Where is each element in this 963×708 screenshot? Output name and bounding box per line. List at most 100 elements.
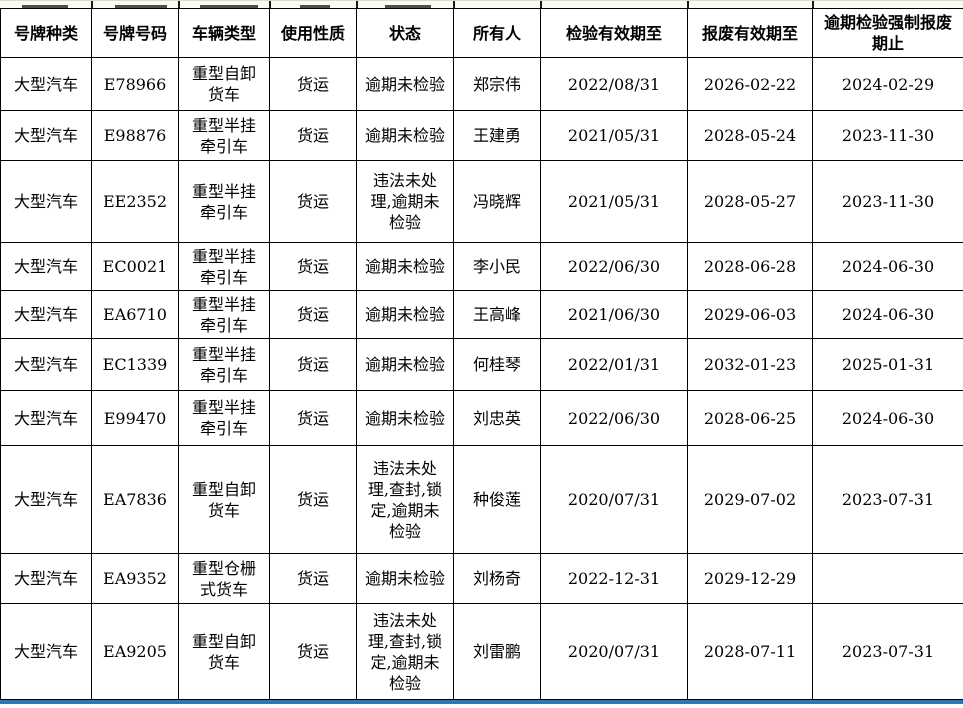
table-cell[interactable]: 大型汽车 <box>0 445 92 554</box>
table-cell[interactable]: 重型半挂牵引车 <box>178 290 270 339</box>
table-cell[interactable]: 货运 <box>269 445 357 554</box>
table-cell[interactable]: 大型汽车 <box>0 390 92 446</box>
table-cell[interactable]: EA9352 <box>91 553 179 604</box>
table-cell[interactable]: 逾期未检验 <box>356 242 454 291</box>
table-cell[interactable] <box>812 553 963 604</box>
table-cell[interactable]: 重型半挂牵引车 <box>178 390 270 446</box>
column-header[interactable]: 检验有效期至 <box>540 8 688 58</box>
table-cell[interactable]: E99470 <box>91 390 179 446</box>
cropped-row-strip <box>0 0 963 8</box>
table-cell[interactable]: 货运 <box>269 390 357 446</box>
column-header[interactable]: 状态 <box>356 8 454 58</box>
table-cell[interactable]: 2028-06-28 <box>687 242 813 291</box>
table-cell[interactable]: 2028-06-25 <box>687 390 813 446</box>
table-cell[interactable]: 重型自卸货车 <box>178 57 270 111</box>
table-cell[interactable]: 2023-11-30 <box>812 160 963 243</box>
table-cell[interactable]: 大型汽车 <box>0 290 92 339</box>
table-cell[interactable]: 2032-01-23 <box>687 338 813 391</box>
table-cell[interactable]: EA9205 <box>91 603 179 700</box>
table-cell[interactable]: 货运 <box>269 290 357 339</box>
table-cell[interactable]: 重型仓栅式货车 <box>178 553 270 604</box>
table-cell[interactable]: 刘忠英 <box>453 390 541 446</box>
table-cell[interactable]: 2024-02-29 <box>812 57 963 111</box>
table-cell[interactable]: 货运 <box>269 57 357 111</box>
column-header[interactable]: 号牌种类 <box>0 8 92 58</box>
table-cell[interactable]: 王建勇 <box>453 110 541 161</box>
table-cell[interactable]: 2021/05/31 <box>540 110 688 161</box>
table-cell[interactable]: 重型自卸货车 <box>178 445 270 554</box>
table-cell[interactable]: 货运 <box>269 160 357 243</box>
table-cell[interactable]: 违法未处理,查封,锁定,逾期未检验 <box>356 603 454 700</box>
table-cell[interactable]: 货运 <box>269 553 357 604</box>
table-cell[interactable]: 2021/05/31 <box>540 160 688 243</box>
table-cell[interactable]: 郑宗伟 <box>453 57 541 111</box>
table-cell[interactable]: 2023-11-30 <box>812 110 963 161</box>
table-cell[interactable]: 货运 <box>269 338 357 391</box>
table-cell[interactable]: 2028-05-27 <box>687 160 813 243</box>
table-cell[interactable]: 大型汽车 <box>0 160 92 243</box>
table-cell[interactable]: 货运 <box>269 110 357 161</box>
table-cell[interactable]: 大型汽车 <box>0 242 92 291</box>
table-cell[interactable]: 2029-06-03 <box>687 290 813 339</box>
table-cell[interactable]: 大型汽车 <box>0 338 92 391</box>
column-header[interactable]: 逾期检验强制报废期止 <box>812 8 963 58</box>
table-cell[interactable]: 大型汽车 <box>0 553 92 604</box>
table-cell[interactable]: 重型半挂牵引车 <box>178 242 270 291</box>
table-cell[interactable]: 2021/06/30 <box>540 290 688 339</box>
table-cell[interactable]: 2022/08/31 <box>540 57 688 111</box>
table-cell[interactable]: EA6710 <box>91 290 179 339</box>
table-cell[interactable]: EC0021 <box>91 242 179 291</box>
table-cell[interactable]: 2022/06/30 <box>540 390 688 446</box>
table-cell[interactable]: 逾期未检验 <box>356 338 454 391</box>
table-cell[interactable]: 种俊莲 <box>453 445 541 554</box>
table-cell[interactable]: 2024-06-30 <box>812 242 963 291</box>
table-cell[interactable]: E78966 <box>91 57 179 111</box>
table-cell[interactable]: 重型半挂牵引车 <box>178 160 270 243</box>
table-cell[interactable]: 大型汽车 <box>0 603 92 700</box>
table-cell[interactable]: 逾期未检验 <box>356 57 454 111</box>
table-cell[interactable]: 2020/07/31 <box>540 603 688 700</box>
table-cell[interactable]: 冯晓辉 <box>453 160 541 243</box>
table-cell[interactable]: 大型汽车 <box>0 57 92 111</box>
table-cell[interactable]: 刘雷鹏 <box>453 603 541 700</box>
table-cell[interactable]: 2028-05-24 <box>687 110 813 161</box>
table-cell[interactable]: 2028-07-11 <box>687 603 813 700</box>
column-header[interactable]: 车辆类型 <box>178 8 270 58</box>
table-cell[interactable]: 2022/01/31 <box>540 338 688 391</box>
table-cell[interactable]: 2023-07-31 <box>812 445 963 554</box>
table-cell[interactable]: 2024-06-30 <box>812 390 963 446</box>
table-cell[interactable]: 刘杨奇 <box>453 553 541 604</box>
table-cell[interactable]: 逾期未检验 <box>356 290 454 339</box>
table-cell[interactable]: 2022-12-31 <box>540 553 688 604</box>
table-cell[interactable]: 2026-02-22 <box>687 57 813 111</box>
table-cell[interactable]: 货运 <box>269 603 357 700</box>
table-cell[interactable]: 李小民 <box>453 242 541 291</box>
table-cell[interactable]: 大型汽车 <box>0 110 92 161</box>
table-cell[interactable]: 逾期未检验 <box>356 553 454 604</box>
column-header[interactable]: 使用性质 <box>269 8 357 58</box>
table-cell[interactable]: EE2352 <box>91 160 179 243</box>
column-header[interactable]: 所有人 <box>453 8 541 58</box>
table-cell[interactable]: 2029-12-29 <box>687 553 813 604</box>
table-cell[interactable]: EA7836 <box>91 445 179 554</box>
column-header[interactable]: 报废有效期至 <box>687 8 813 58</box>
table-cell[interactable]: 2020/07/31 <box>540 445 688 554</box>
column-header[interactable]: 号牌号码 <box>91 8 179 58</box>
table-cell[interactable]: 2023-07-31 <box>812 603 963 700</box>
table-cell[interactable]: 重型半挂牵引车 <box>178 110 270 161</box>
table-cell[interactable]: 违法未处理,逾期未检验 <box>356 160 454 243</box>
table-cell[interactable]: 2029-07-02 <box>687 445 813 554</box>
table-cell[interactable]: 2024-06-30 <box>812 290 963 339</box>
table-cell[interactable]: EC1339 <box>91 338 179 391</box>
table-cell[interactable]: 货运 <box>269 242 357 291</box>
table-cell[interactable]: 逾期未检验 <box>356 110 454 161</box>
table-cell[interactable]: 王高峰 <box>453 290 541 339</box>
table-cell[interactable]: 2022/06/30 <box>540 242 688 291</box>
table-cell[interactable]: 违法未处理,查封,锁定,逾期未检验 <box>356 445 454 554</box>
table-cell[interactable]: 何桂琴 <box>453 338 541 391</box>
table-cell[interactable]: 逾期未检验 <box>356 390 454 446</box>
table-cell[interactable]: 重型自卸货车 <box>178 603 270 700</box>
table-cell[interactable]: 2025-01-31 <box>812 338 963 391</box>
table-cell[interactable]: E98876 <box>91 110 179 161</box>
table-cell[interactable]: 重型半挂牵引车 <box>178 338 270 391</box>
